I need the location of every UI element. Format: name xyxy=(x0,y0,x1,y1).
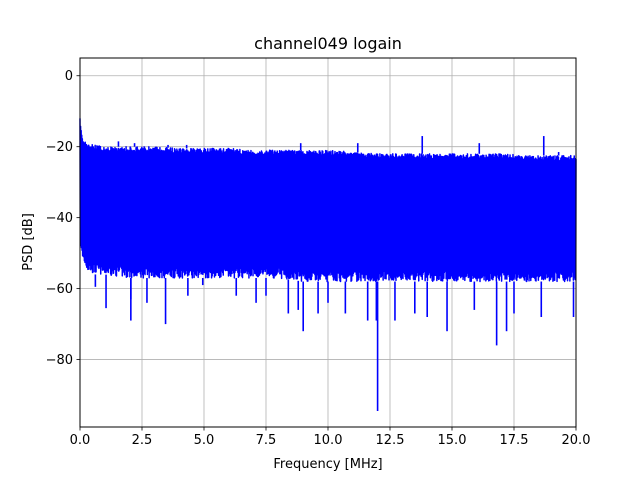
x-tick-label: 5.0 xyxy=(194,433,215,448)
y-tick-label: −20 xyxy=(46,140,73,155)
x-tick-label: 17.5 xyxy=(500,433,529,448)
x-tick-label: 0.0 xyxy=(70,433,91,448)
x-tick-label: 2.5 xyxy=(132,433,153,448)
x-tick-label: 10.0 xyxy=(314,433,343,448)
x-tick-label: 7.5 xyxy=(256,433,277,448)
y-tick-label: −40 xyxy=(46,211,73,226)
x-axis-label: Frequency [MHz] xyxy=(273,457,382,472)
y-axis: 0 −20 −40 −60 −80 xyxy=(46,69,80,368)
y-tick-label: −80 xyxy=(46,353,73,368)
x-axis: 0.0 2.5 5.0 7.5 10.0 12.5 15.0 17.5 20.0 xyxy=(70,427,591,448)
y-tick-label: −60 xyxy=(46,282,73,297)
x-tick-label: 12.5 xyxy=(376,433,405,448)
x-tick-label: 15.0 xyxy=(438,433,467,448)
psd-trace xyxy=(79,118,577,283)
psd-series xyxy=(79,118,577,412)
y-tick-label: 0 xyxy=(65,69,73,84)
y-axis-label: PSD [dB] xyxy=(21,213,36,271)
x-tick-label: 20.0 xyxy=(562,433,591,448)
chart-title: channel049 logain xyxy=(254,34,402,53)
